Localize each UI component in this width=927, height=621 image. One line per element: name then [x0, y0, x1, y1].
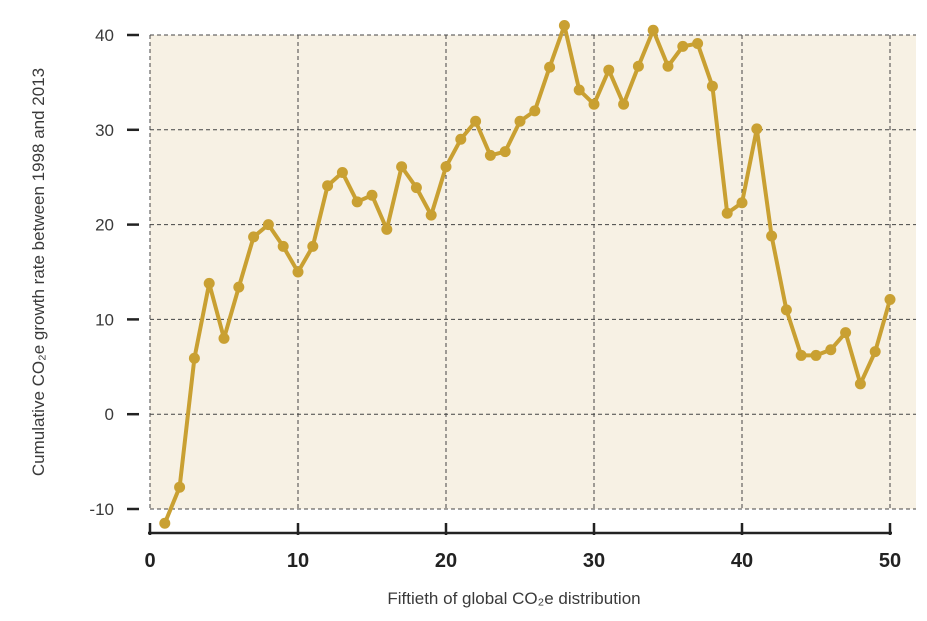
data-point: [884, 293, 896, 305]
y-tick-label: 40: [95, 26, 114, 45]
data-point: [558, 20, 570, 32]
data-point: [248, 231, 260, 243]
data-point: [632, 60, 644, 72]
data-point: [618, 98, 630, 110]
data-point: [573, 84, 585, 96]
data-point: [721, 207, 733, 219]
data-point: [262, 219, 274, 231]
data-point: [188, 352, 200, 364]
data-point: [381, 223, 393, 235]
data-point: [159, 517, 171, 529]
data-point: [174, 481, 186, 493]
y-axis-label: Cumulative CO₂e growth rate between 1998…: [29, 68, 48, 476]
data-point: [277, 240, 289, 252]
x-axis: 0 10 20 30 40 50: [144, 523, 901, 572]
data-point: [677, 40, 689, 52]
data-point: [366, 189, 378, 201]
data-point: [440, 161, 452, 173]
data-point: [854, 378, 866, 390]
data-point: [810, 349, 822, 361]
x-tick-label: 40: [731, 550, 753, 572]
data-point: [233, 281, 245, 293]
data-point: [307, 240, 319, 252]
data-point: [410, 182, 422, 194]
data-point: [470, 115, 482, 127]
data-point: [647, 24, 659, 36]
y-tick-label: 20: [95, 216, 114, 235]
y-tick-label: -10: [89, 500, 114, 519]
data-point: [455, 133, 467, 145]
data-point: [484, 149, 496, 161]
data-point: [588, 98, 600, 110]
x-axis-label: Fiftieth of global CO₂e distribution: [387, 589, 640, 608]
data-point: [603, 64, 615, 76]
y-tick-label: 0: [105, 405, 114, 424]
data-point: [396, 161, 408, 173]
data-point: [322, 180, 334, 192]
data-point: [425, 209, 437, 221]
data-point: [795, 349, 807, 361]
data-point: [292, 266, 304, 278]
x-tick-label: 50: [879, 550, 901, 572]
x-tick-label: 10: [287, 550, 309, 572]
data-point: [869, 346, 881, 358]
data-point: [218, 332, 230, 344]
data-point: [336, 166, 348, 178]
data-point: [692, 38, 704, 50]
y-tick-label: 10: [95, 310, 114, 329]
y-tick-label: 30: [95, 121, 114, 140]
data-point: [706, 80, 718, 92]
data-point: [544, 61, 556, 73]
data-point: [766, 230, 778, 242]
x-tick-label: 20: [435, 550, 457, 572]
data-point: [203, 277, 215, 289]
grid-lines: [149, 34, 916, 510]
data-point: [662, 60, 674, 72]
data-point: [736, 197, 748, 209]
x-tick-label: 0: [144, 550, 155, 572]
data-point: [514, 115, 526, 127]
data-point: [840, 327, 852, 339]
data-point: [529, 105, 541, 117]
data-point: [751, 123, 763, 135]
x-tick-label: 30: [583, 550, 605, 572]
y-axis: -10 0 10 20 30 40: [89, 26, 139, 519]
data-point: [351, 196, 363, 208]
data-point: [780, 304, 792, 316]
data-points: [159, 20, 896, 529]
data-point: [499, 146, 511, 158]
data-point: [825, 344, 837, 356]
